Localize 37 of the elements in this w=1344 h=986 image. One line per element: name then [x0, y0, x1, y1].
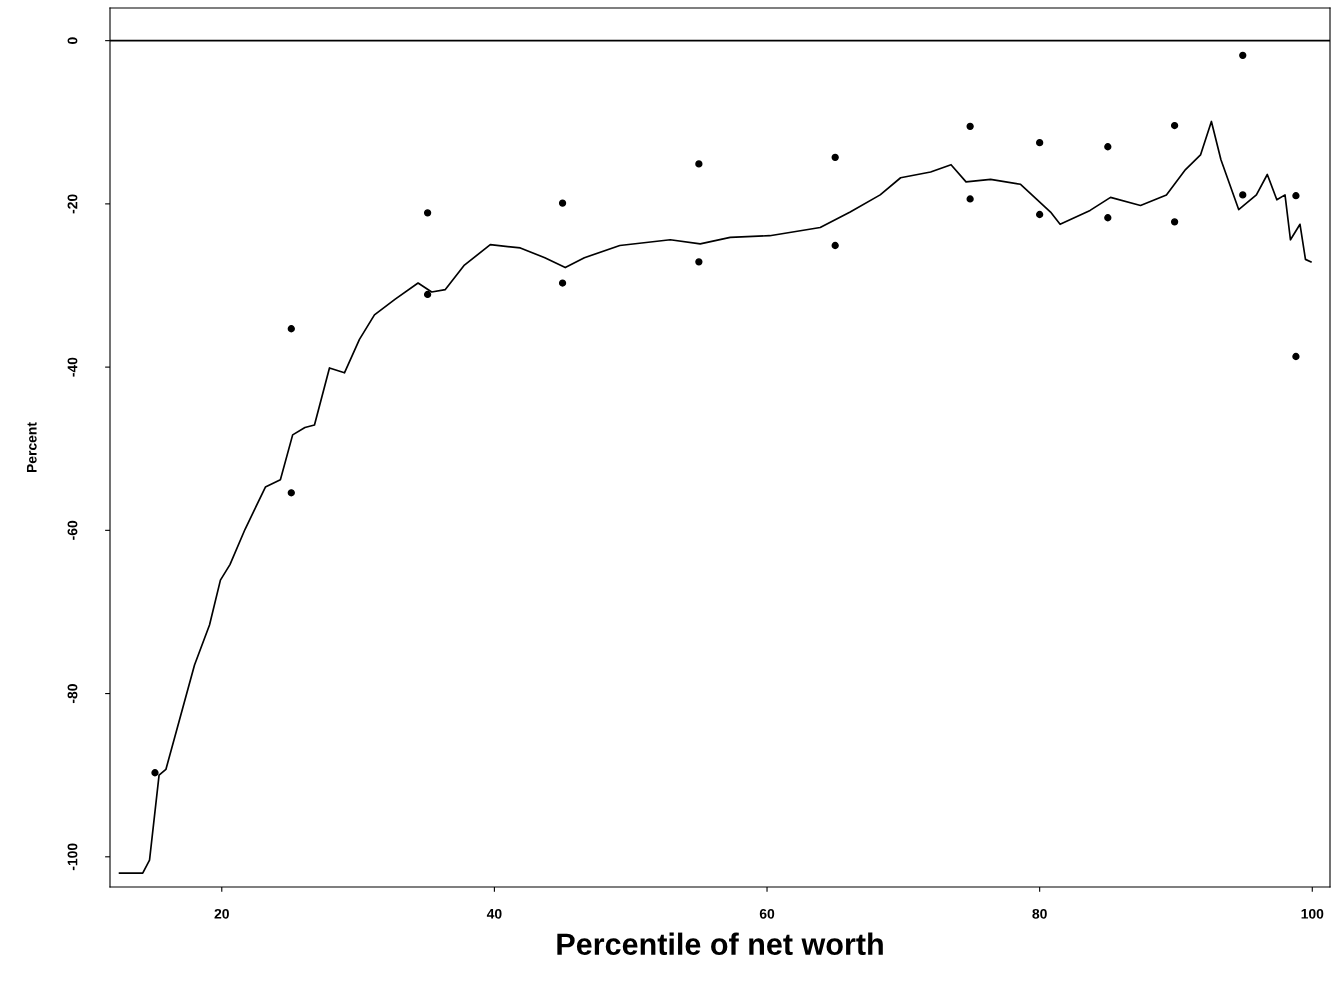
y-tick-label: -80	[67, 684, 78, 704]
point	[1036, 210, 1044, 219]
point	[287, 325, 295, 333]
point	[966, 195, 974, 203]
y-tick-label: 0	[67, 37, 78, 44]
x-tick-label: 20	[214, 908, 229, 919]
x-tick-label: 40	[486, 908, 502, 919]
point	[151, 769, 159, 777]
point	[1104, 143, 1112, 151]
y-tick-label: -40	[67, 357, 78, 377]
x-tick-label: 100	[1301, 908, 1324, 919]
x-axis-title: Percentile of net worth	[557, 932, 883, 956]
point	[695, 258, 703, 266]
point	[1170, 218, 1179, 226]
x-tick-label: 80	[1032, 908, 1047, 919]
y-tick-label: -100	[67, 843, 78, 871]
point	[287, 489, 295, 497]
point	[1292, 352, 1300, 361]
y-tick-label: -20	[67, 194, 78, 214]
point	[1239, 191, 1247, 199]
point	[1292, 192, 1300, 200]
point	[1104, 214, 1112, 222]
point	[966, 122, 974, 130]
point	[423, 209, 432, 217]
point	[831, 241, 839, 250]
y-axis-title: Percent	[26, 422, 37, 473]
x-tick-label: 60	[759, 908, 775, 919]
point	[1239, 51, 1247, 59]
point	[558, 279, 567, 287]
point	[695, 160, 703, 168]
point	[423, 290, 432, 299]
point	[1170, 121, 1179, 130]
point	[1036, 139, 1044, 147]
line-series	[118, 120, 1312, 874]
point	[558, 199, 567, 207]
y-tick-label: -60	[67, 520, 78, 540]
point	[831, 153, 839, 161]
